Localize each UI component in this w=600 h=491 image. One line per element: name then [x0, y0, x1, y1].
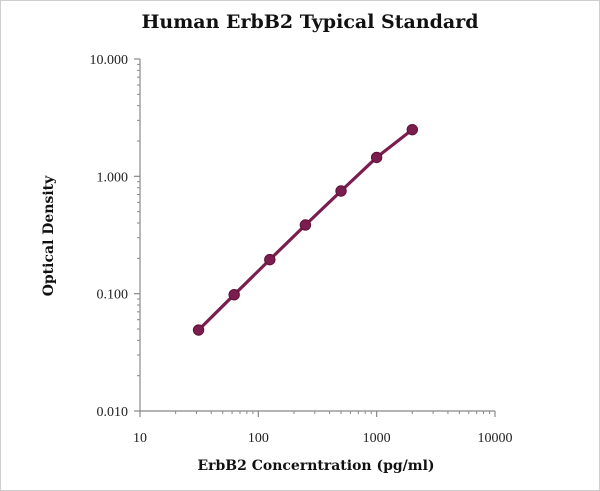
data-point	[335, 185, 347, 197]
y-tick-label: 10.000	[90, 53, 129, 68]
y-tick-label: 0.100	[97, 288, 129, 303]
data-point	[299, 219, 312, 231]
data-point	[264, 253, 276, 266]
y-tick-label: 0.010	[97, 405, 129, 420]
x-tick-label: 100	[248, 431, 269, 446]
x-axis-label: ErbB2 Concerntration (pg/ml)	[197, 458, 434, 474]
x-tick-labels: 10 100 1000 10000	[133, 431, 513, 446]
x-tick-label: 1000	[363, 431, 391, 446]
y-axis-label: Optical Density	[41, 175, 57, 296]
data-point	[192, 324, 205, 336]
chart-title: Human ErbB2 Typical Standard	[141, 11, 478, 33]
x-tick-label: 10000	[478, 431, 513, 446]
data-point	[228, 288, 240, 301]
data-point	[370, 151, 383, 164]
axes	[134, 58, 496, 417]
series-group	[192, 123, 418, 336]
data-point	[406, 123, 418, 136]
x-tick-label: 10	[133, 431, 147, 446]
y-tick-label: 1.000	[97, 170, 129, 185]
y-tick-labels: 0.010 0.100 1.000 10.000	[90, 53, 129, 420]
